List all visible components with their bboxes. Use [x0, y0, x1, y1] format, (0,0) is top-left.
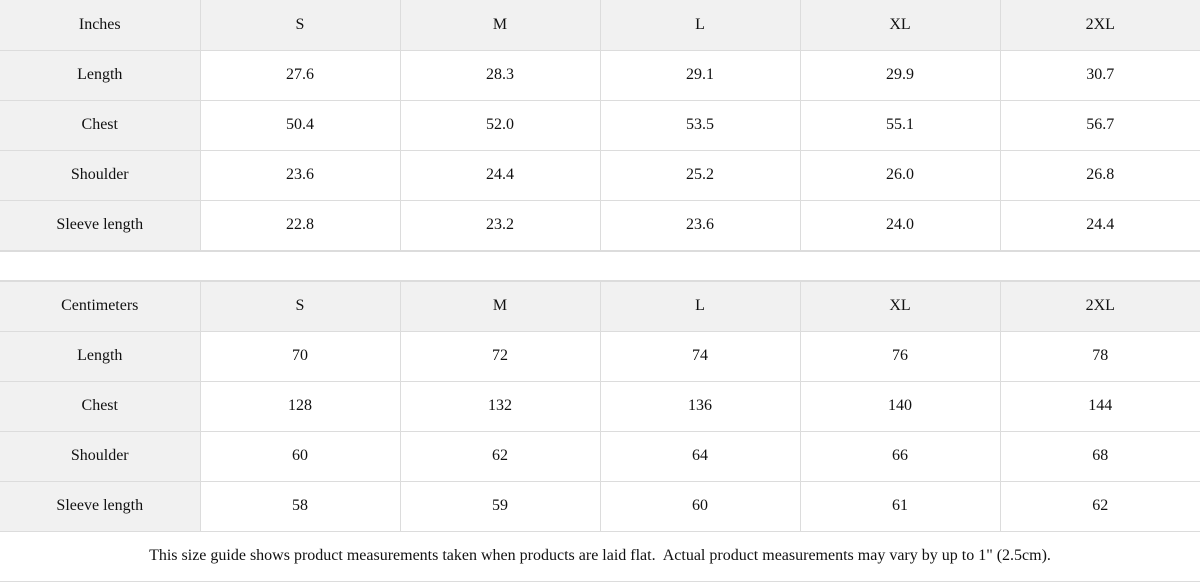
cell-inches-chest-m: 52.0 — [399, 99, 601, 151]
cell-inches-chest-xl: 55.1 — [799, 99, 1001, 151]
cell-cm-shoulder-xl: 66 — [799, 430, 1001, 482]
cell-cm-chest-m: 132 — [399, 380, 601, 432]
cell-cm-shoulder-s: 60 — [199, 430, 401, 482]
cell-cm-sleeve-xl: 61 — [799, 480, 1001, 532]
size-table-inches: Inches S M L XL 2XL Length 27.6 28.3 29.… — [0, 0, 1200, 251]
cell-cm-chest-l: 136 — [599, 380, 801, 432]
cell-inches-length-m: 28.3 — [399, 49, 601, 101]
column-header-s: S — [199, 0, 401, 51]
table-row: Length 70 72 74 76 78 — [0, 330, 1200, 382]
column-header-l: L — [599, 0, 801, 51]
row-label-sleeve-length: Sleeve length — [0, 199, 201, 251]
cell-inches-sleeve-m: 23.2 — [399, 199, 601, 251]
cell-cm-chest-s: 128 — [199, 380, 401, 432]
header-row: Centimeters S M L XL 2XL — [0, 280, 1200, 332]
cell-inches-sleeve-xl: 24.0 — [799, 199, 1001, 251]
cell-cm-sleeve-m: 59 — [399, 480, 601, 532]
size-table-inches-head: Inches S M L XL 2XL — [0, 0, 1200, 51]
cell-cm-chest-xl: 140 — [799, 380, 1001, 432]
cell-inches-shoulder-2xl: 26.8 — [999, 149, 1200, 201]
table-separator — [0, 250, 1200, 281]
unit-label-inches: Inches — [0, 0, 201, 51]
cell-inches-chest-2xl: 56.7 — [999, 99, 1200, 151]
cell-cm-sleeve-2xl: 62 — [999, 480, 1200, 532]
column-header-xl: XL — [799, 0, 1001, 51]
cell-cm-length-l: 74 — [599, 330, 801, 382]
cell-inches-length-2xl: 30.7 — [999, 49, 1200, 101]
row-label-shoulder: Shoulder — [0, 430, 201, 482]
column-header-m: M — [399, 0, 601, 51]
table-row: Chest 50.4 52.0 53.5 55.1 56.7 — [0, 99, 1200, 151]
cell-inches-chest-l: 53.5 — [599, 99, 801, 151]
cell-inches-shoulder-xl: 26.0 — [799, 149, 1001, 201]
size-table-inches-body: Length 27.6 28.3 29.1 29.9 30.7 Chest 50… — [0, 49, 1200, 251]
size-table-centimeters-head: Centimeters S M L XL 2XL — [0, 280, 1200, 332]
cell-cm-sleeve-s: 58 — [199, 480, 401, 532]
column-header-s: S — [199, 280, 401, 332]
row-label-chest: Chest — [0, 99, 201, 151]
table-row: Sleeve length 58 59 60 61 62 — [0, 480, 1200, 532]
cell-inches-length-xl: 29.9 — [799, 49, 1001, 101]
cell-cm-chest-2xl: 144 — [999, 380, 1200, 432]
footnote-row: This size guide shows product measuremen… — [0, 530, 1200, 582]
column-header-2xl: 2XL — [999, 0, 1200, 51]
row-label-chest: Chest — [0, 380, 201, 432]
column-header-l: L — [599, 280, 801, 332]
row-label-length: Length — [0, 49, 201, 101]
cell-cm-shoulder-m: 62 — [399, 430, 601, 482]
cell-inches-sleeve-s: 22.8 — [199, 199, 401, 251]
cell-cm-length-2xl: 78 — [999, 330, 1200, 382]
cell-inches-chest-s: 50.4 — [199, 99, 401, 151]
row-label-shoulder: Shoulder — [0, 149, 201, 201]
cell-cm-shoulder-l: 64 — [599, 430, 801, 482]
column-header-m: M — [399, 280, 601, 332]
row-label-length: Length — [0, 330, 201, 382]
cell-inches-length-l: 29.1 — [599, 49, 801, 101]
header-row: Inches S M L XL 2XL — [0, 0, 1200, 51]
cell-cm-shoulder-2xl: 68 — [999, 430, 1200, 482]
cell-inches-length-s: 27.6 — [199, 49, 401, 101]
cell-inches-sleeve-l: 23.6 — [599, 199, 801, 251]
table-row: Shoulder 23.6 24.4 25.2 26.0 26.8 — [0, 149, 1200, 201]
column-header-2xl: 2XL — [999, 280, 1200, 332]
column-header-xl: XL — [799, 280, 1001, 332]
size-table-centimeters-body: Length 70 72 74 76 78 Chest 128 132 136 … — [0, 330, 1200, 582]
cell-cm-sleeve-l: 60 — [599, 480, 801, 532]
size-guide-footnote: This size guide shows product measuremen… — [0, 530, 1200, 582]
cell-cm-length-m: 72 — [399, 330, 601, 382]
table-row: Shoulder 60 62 64 66 68 — [0, 430, 1200, 482]
cell-inches-sleeve-2xl: 24.4 — [999, 199, 1200, 251]
cell-cm-length-xl: 76 — [799, 330, 1001, 382]
cell-inches-shoulder-s: 23.6 — [199, 149, 401, 201]
row-label-sleeve-length: Sleeve length — [0, 480, 201, 532]
cell-inches-shoulder-l: 25.2 — [599, 149, 801, 201]
unit-label-centimeters: Centimeters — [0, 280, 201, 332]
table-row: Sleeve length 22.8 23.2 23.6 24.0 24.4 — [0, 199, 1200, 251]
cell-cm-length-s: 70 — [199, 330, 401, 382]
size-table-centimeters: Centimeters S M L XL 2XL Length 70 72 74… — [0, 280, 1200, 582]
table-row: Chest 128 132 136 140 144 — [0, 380, 1200, 432]
table-row: Length 27.6 28.3 29.1 29.9 30.7 — [0, 49, 1200, 101]
cell-inches-shoulder-m: 24.4 — [399, 149, 601, 201]
